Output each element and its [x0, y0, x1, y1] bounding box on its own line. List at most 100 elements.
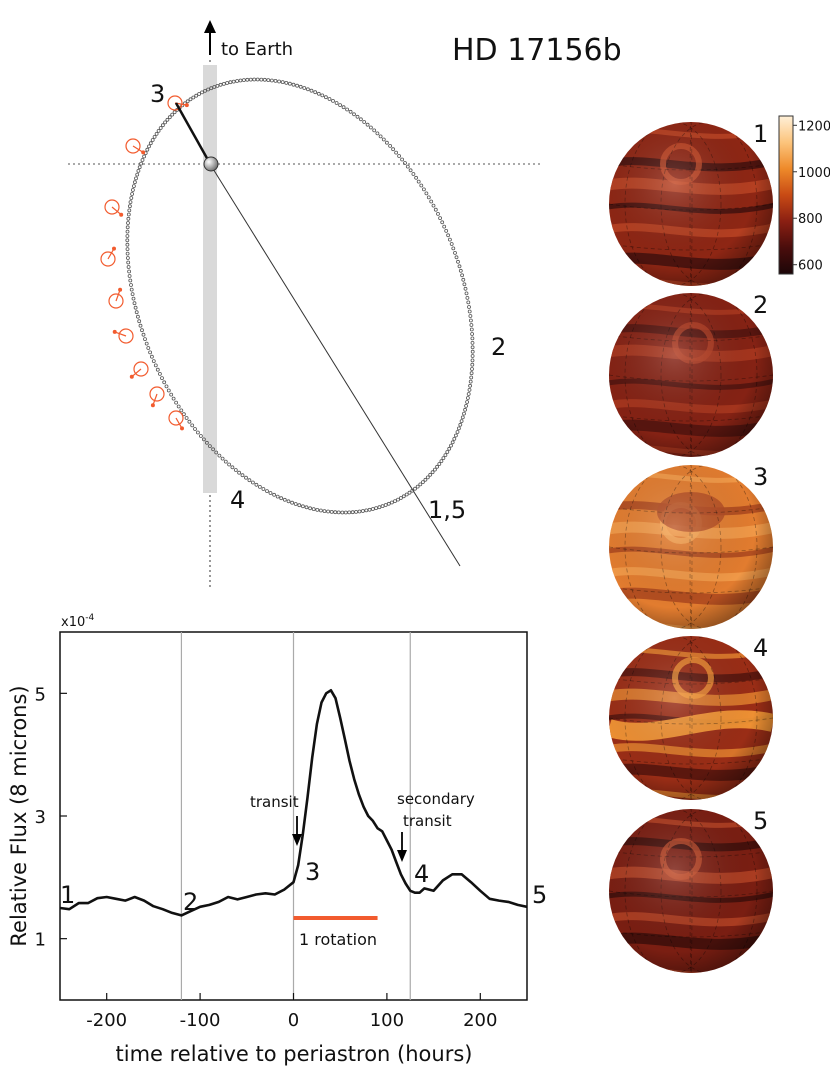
orbit-dot — [416, 179, 421, 184]
orbit-dot — [347, 510, 352, 515]
orbit-label-2: 2 — [491, 333, 506, 361]
orbit-dot — [458, 268, 463, 273]
orbit-dot — [225, 81, 230, 85]
orbit-dot — [468, 379, 473, 384]
orbit-dot — [254, 482, 259, 487]
planet-position-marker — [100, 246, 116, 267]
orbit-dot — [187, 419, 192, 424]
orbit-dot — [218, 82, 223, 87]
orbit-dot — [140, 328, 144, 333]
orbit-dot — [157, 371, 162, 376]
secondary-annotation-line1: secondary — [397, 790, 475, 808]
planet-position-marker — [149, 386, 165, 408]
orbit-dot — [446, 233, 451, 238]
orbit-dot — [468, 383, 473, 388]
curve-label-4: 4 — [414, 860, 429, 888]
colorbar-tick-label: 1000 — [798, 166, 830, 181]
orbit-dot — [135, 314, 140, 319]
star-planet-line — [174, 102, 210, 161]
orbit-dot — [383, 503, 388, 507]
orbit-dot — [350, 510, 355, 515]
orbit-dot — [432, 467, 437, 472]
orbit-dot — [194, 93, 199, 98]
orbit-dot — [287, 81, 292, 86]
orbit-dot — [209, 86, 214, 91]
orbit-dot — [125, 251, 130, 256]
orbit-dot — [436, 211, 440, 216]
orbit-dot — [459, 419, 464, 424]
orbit-dot — [456, 426, 461, 431]
orbit-dot — [401, 494, 406, 499]
orbit-dot — [136, 168, 141, 173]
orbit-dot — [348, 109, 353, 114]
orbit-dot — [167, 115, 172, 120]
orbit-dot — [370, 507, 375, 511]
orbit-dot — [331, 99, 335, 103]
orbit-dot — [423, 477, 428, 482]
globe-3: 3 — [609, 463, 773, 629]
colorbar-tick-label: 600 — [798, 259, 823, 274]
orbit-dot — [293, 502, 298, 506]
orbit-dot — [164, 384, 169, 389]
orbit-dot — [408, 168, 413, 173]
orbit-dot — [445, 450, 450, 454]
secondary-annotation-line2: transit — [403, 812, 452, 830]
orbit-dot — [469, 371, 474, 376]
orbit-dot — [411, 172, 416, 176]
orbit-dot — [391, 147, 396, 152]
orbit-dot — [467, 387, 472, 392]
orbit-dot — [341, 105, 346, 110]
colorbar-tick-label: 1200 — [798, 119, 830, 134]
planet-position-marker — [129, 361, 149, 379]
orbit-dot — [470, 332, 475, 336]
orbit-dot — [141, 332, 146, 337]
orbit-dot — [407, 490, 412, 495]
orbit-dot — [368, 125, 373, 130]
orbit-dot — [261, 487, 266, 491]
orbit-dot — [302, 86, 307, 90]
orbit-dot — [155, 367, 160, 372]
orbit-dot — [357, 509, 362, 514]
globe-4: 4 — [609, 634, 773, 800]
orbit-dot — [198, 434, 203, 438]
orbit-dot — [135, 172, 140, 177]
orbit-dot — [125, 238, 130, 243]
orbit-dot — [237, 470, 242, 475]
orbit-dot — [470, 367, 474, 371]
orbit-dot — [220, 456, 225, 461]
earth-label: to Earth — [221, 39, 293, 60]
orbit-dot — [244, 475, 248, 480]
orbit-dot — [429, 199, 434, 204]
orbit-label-1-5: 1,5 — [428, 496, 466, 524]
orbit-dot — [378, 134, 383, 139]
y-tick-label: 5 — [35, 684, 46, 705]
rotation-annotation: 1 rotation — [299, 930, 377, 949]
orbit-dot — [442, 224, 447, 229]
orbit-dot — [362, 120, 367, 124]
orbit-dot — [468, 314, 473, 318]
orbit-dot — [145, 147, 150, 152]
flux-series-line — [60, 689, 527, 917]
axis-ticks: -200 -100 0 100 200 1 3 5 — [35, 684, 498, 1031]
orbit-dot — [286, 499, 291, 504]
orbit-dot — [295, 83, 300, 88]
orbit-dot — [389, 500, 394, 505]
x-tick-label: 0 — [288, 1010, 299, 1031]
y-tick-label: 1 — [35, 930, 46, 951]
orbit-diagram: to Earth 3 2 4 1,5 — [68, 20, 541, 588]
y-axis-label: Relative Flux (8 microns) — [7, 685, 31, 946]
orbit-dot — [277, 79, 282, 84]
orbit-dot — [323, 95, 328, 100]
orbit-dot — [200, 90, 204, 95]
orbit-dot — [440, 220, 445, 225]
orbit-dot — [165, 117, 170, 122]
orbit-dot — [456, 259, 460, 264]
orbit-dot — [388, 143, 393, 148]
orbit-dot — [462, 411, 466, 416]
orbit-dot — [396, 497, 400, 502]
orbit-dot — [444, 228, 449, 233]
orbit-dot — [282, 497, 287, 502]
orbit-dot — [240, 473, 245, 478]
orbit-dot — [384, 140, 389, 145]
